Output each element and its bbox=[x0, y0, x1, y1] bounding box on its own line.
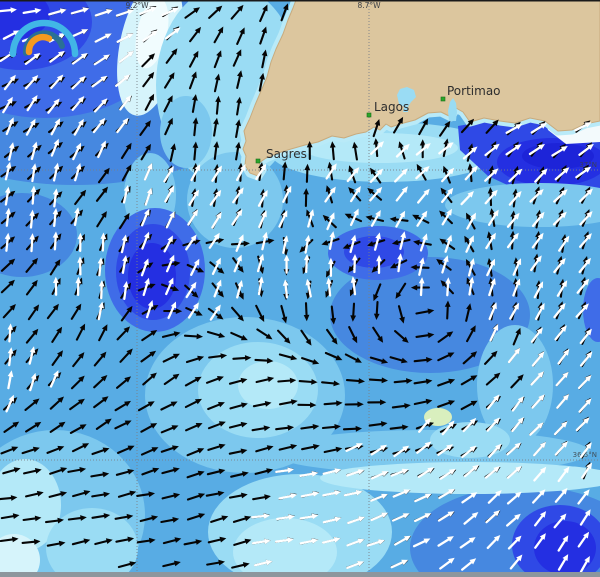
top-border bbox=[0, 0, 600, 2]
city-label-lagos: Lagos bbox=[374, 100, 409, 114]
ocean-shade-region bbox=[320, 462, 600, 494]
ocean-shade-region bbox=[534, 521, 596, 575]
ocean-shade-region bbox=[46, 508, 138, 577]
ocean-shade-region bbox=[583, 278, 600, 342]
ocean-shade-region bbox=[0, 459, 61, 551]
city-dot-portimao[interactable] bbox=[440, 96, 446, 102]
ocean-shade-region bbox=[0, 534, 40, 577]
ocean-shade-region bbox=[238, 361, 298, 409]
city-dot-lagos[interactable] bbox=[366, 112, 372, 118]
wind-arrow-heads-black bbox=[8, 3, 593, 568]
bottom-scrollbar[interactable] bbox=[0, 572, 600, 577]
meridian-label: 8.7°W bbox=[357, 1, 381, 10]
coastal-inlet bbox=[448, 98, 457, 121]
ocean-shade-region bbox=[522, 143, 594, 169]
city-markers: Sagres Lagos Portimao bbox=[255, 84, 501, 164]
windy-app-arcs-logo bbox=[9, 19, 79, 58]
swell-arrows-white bbox=[0, 6, 594, 573]
city-label-portimao: Portimao bbox=[447, 84, 501, 98]
logo-orange-arc bbox=[25, 33, 53, 56]
ocean-shade-region bbox=[128, 243, 176, 309]
logo-outer-arc bbox=[9, 19, 79, 58]
land-mass bbox=[242, 0, 600, 177]
shallow-green-blob bbox=[424, 408, 452, 426]
coastal-inlet bbox=[397, 87, 416, 112]
ocean-shade-region bbox=[233, 518, 337, 577]
meridian-label: 9.2°W bbox=[125, 1, 149, 10]
city-label-sagres: Sagres bbox=[266, 147, 307, 161]
city-dot-sagres[interactable] bbox=[255, 158, 261, 164]
parallel-label: 36.5°N bbox=[573, 451, 597, 459]
land-layer bbox=[238, 0, 600, 181]
swell-arrow-shafts-white bbox=[0, 8, 591, 573]
